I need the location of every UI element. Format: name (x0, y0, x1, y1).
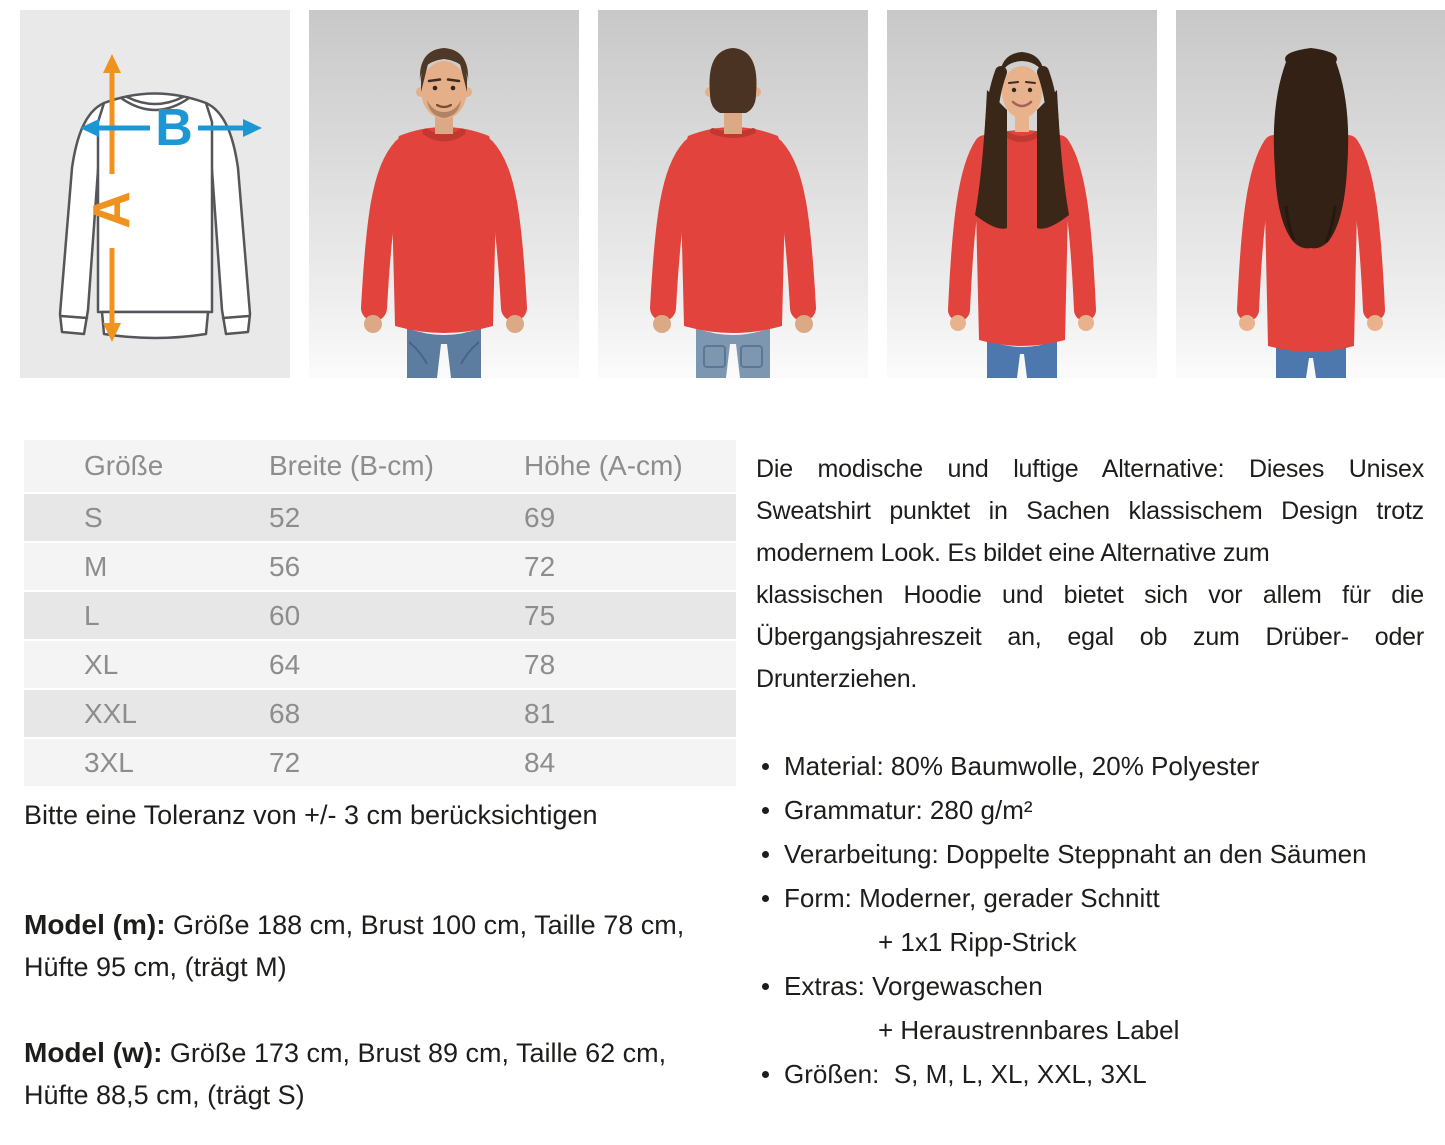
cell-size: XXL (24, 690, 269, 739)
col-header-breite: Breite (B-cm) (269, 440, 524, 494)
cell-hoehe: 78 (524, 641, 736, 690)
cell-hoehe: 72 (524, 543, 736, 592)
width-arrow-b (80, 119, 262, 137)
model-m-label: Model (m): (24, 909, 166, 940)
description-line: Sweatshirt punktet in Sachen klassischem… (756, 497, 1424, 525)
info-columns: Größe Breite (B-cm) Höhe (A-cm) S 52 69 … (0, 378, 1445, 1116)
cell-breite: 72 (269, 739, 524, 788)
detail-grammatur: Grammatur: 280 g/m² (756, 788, 1424, 832)
tolerance-note: Bitte eine Toleranz von +/- 3 cm berücks… (24, 800, 598, 830)
model-m-text: Größe 188 cm, Brust 100 cm, Taille 78 cm… (24, 910, 685, 982)
photo-man-front (309, 10, 579, 378)
photo-woman-front (887, 10, 1157, 378)
height-arrow-a (103, 54, 121, 342)
left-column: Größe Breite (B-cm) Höhe (A-cm) S 52 69 … (24, 440, 736, 1116)
detail-form: Form: Moderner, gerader Schnitt (756, 876, 1424, 920)
size-table: Größe Breite (B-cm) Höhe (A-cm) S 52 69 … (24, 440, 736, 788)
table-row: S 52 69 (24, 494, 736, 543)
model-w-text: Größe 173 cm, Brust 89 cm, Taille 62 cm,… (24, 1038, 667, 1110)
head-graphic (984, 52, 1060, 180)
hair-back-graphic (1273, 48, 1349, 249)
description-line: klassischen Hoodie und bietet sich vor a… (756, 581, 1424, 609)
head-graphic (705, 48, 761, 134)
sweatshirt-measurement-diagram-icon: A B (20, 10, 290, 378)
cell-breite: 56 (269, 543, 524, 592)
detail-label: + Heraustrennbares Label (878, 1015, 1180, 1045)
sweatshirt-graphic (650, 127, 816, 333)
cell-hoehe: 81 (524, 690, 736, 739)
right-column: Die modische und luftige Alternative: Di… (736, 440, 1424, 1096)
cell-breite: 60 (269, 592, 524, 641)
detail-groessen: Größen: S, M, L, XL, XXL, 3XL (756, 1052, 1424, 1096)
cell-size: L (24, 592, 269, 641)
model-m-measurements: Model (m): Größe 188 cm, Brust 100 cm, T… (24, 904, 730, 988)
head-graphic (416, 48, 472, 134)
table-row: M 56 72 (24, 543, 736, 592)
cell-size: S (24, 494, 269, 543)
table-row: 3XL 72 84 (24, 739, 736, 788)
description-line: Drunterziehen. (756, 665, 918, 693)
label-b: B (155, 99, 193, 157)
detail-material: Material: 80% Baumwolle, 20% Polyester (756, 744, 1424, 788)
detail-verarbeitung: Verarbeitung: Doppelte Steppnaht an den … (756, 832, 1424, 876)
jeans-graphic (1276, 344, 1346, 378)
cell-hoehe: 84 (524, 739, 736, 788)
size-table-header-row: Größe Breite (B-cm) Höhe (A-cm) (24, 440, 736, 494)
product-image-row: A B (0, 0, 1445, 378)
table-row: XXL 68 81 (24, 690, 736, 739)
col-header-hoehe: Höhe (A-cm) (524, 440, 736, 494)
cell-breite: 52 (269, 494, 524, 543)
cell-size: 3XL (24, 739, 269, 788)
table-row: L 60 75 (24, 592, 736, 641)
cell-breite: 64 (269, 641, 524, 690)
jeans-graphic (407, 328, 481, 378)
cell-size: M (24, 543, 269, 592)
sweatshirt-graphic (361, 127, 527, 333)
detail-extras: Extras: Vorgewaschen (756, 964, 1424, 1008)
cell-size: XL (24, 641, 269, 690)
description-line: Übergangsjahreszeit an, egal ob zum Drüb… (756, 623, 1424, 651)
jeans-graphic (987, 340, 1057, 378)
table-row: XL 64 78 (24, 641, 736, 690)
cell-hoehe: 69 (524, 494, 736, 543)
jeans-graphic (696, 328, 770, 378)
photo-man-back (598, 10, 868, 378)
product-details-list: Material: 80% Baumwolle, 20% Polyester G… (756, 744, 1424, 1096)
model-w-measurements: Model (w): Größe 173 cm, Brust 89 cm, Ta… (24, 1032, 730, 1116)
model-w-label: Model (w): (24, 1037, 163, 1068)
photo-woman-back (1176, 10, 1445, 378)
size-diagram: A B (20, 10, 290, 378)
col-header-groesse: Größe (24, 440, 269, 494)
product-description: Die modische und luftige Alternative: Di… (756, 448, 1424, 700)
label-a: A (83, 191, 141, 229)
description-line: modernem Look. Es bildet eine Alternativ… (756, 539, 1270, 567)
description-line: Die modische und luftige Alternative: Di… (756, 455, 1424, 483)
cell-hoehe: 75 (524, 592, 736, 641)
detail-ripp-strick: + 1x1 Ripp-Strick (878, 927, 1077, 957)
cell-breite: 68 (269, 690, 524, 739)
